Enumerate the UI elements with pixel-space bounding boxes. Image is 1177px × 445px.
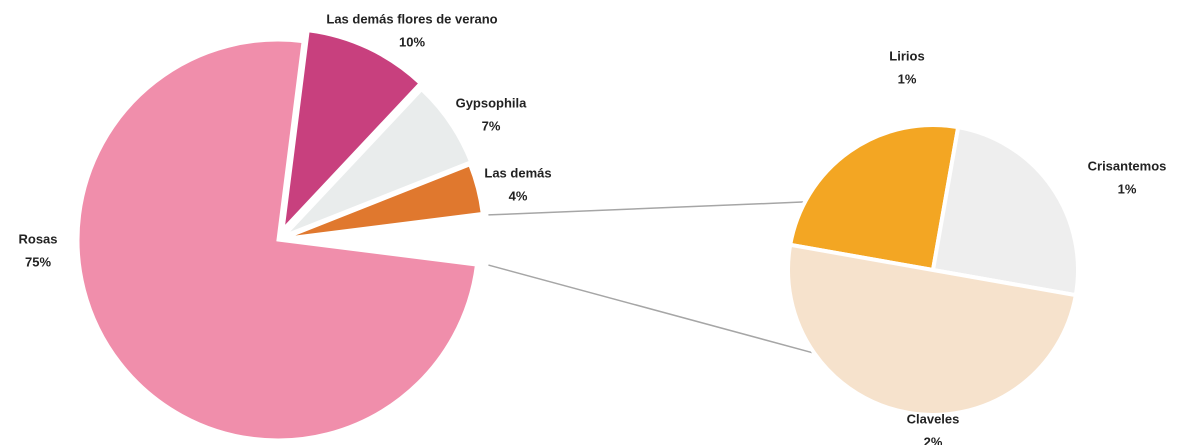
- slice-label: Rosas: [18, 231, 57, 246]
- pie-slice: [930, 124, 1080, 298]
- slice-label: Lirios: [889, 48, 924, 63]
- slice-value: 1%: [898, 71, 917, 86]
- slice-value: 2%: [924, 434, 943, 445]
- slice-label: Las demás flores de verano: [326, 11, 497, 26]
- connector-line: [488, 264, 815, 354]
- slice-label: Gypsophila: [456, 95, 528, 110]
- slice-value: 75%: [25, 254, 51, 269]
- slice-value: 10%: [399, 34, 425, 49]
- pie-slice: [76, 38, 479, 442]
- pie-slice: [283, 87, 473, 237]
- pie-slice: [786, 242, 1079, 417]
- connector-line: [488, 201, 806, 216]
- slice-value: 4%: [509, 188, 528, 203]
- slice-value: 7%: [482, 118, 501, 133]
- slice-label: Crisantemos: [1088, 158, 1167, 173]
- pie-slice: [281, 29, 423, 234]
- slice-label: Claveles: [907, 411, 960, 426]
- slice-value: 1%: [1118, 181, 1137, 196]
- pie-slice: [787, 123, 961, 273]
- slice-label: Las demás: [484, 165, 551, 180]
- pie-slice: [283, 162, 484, 240]
